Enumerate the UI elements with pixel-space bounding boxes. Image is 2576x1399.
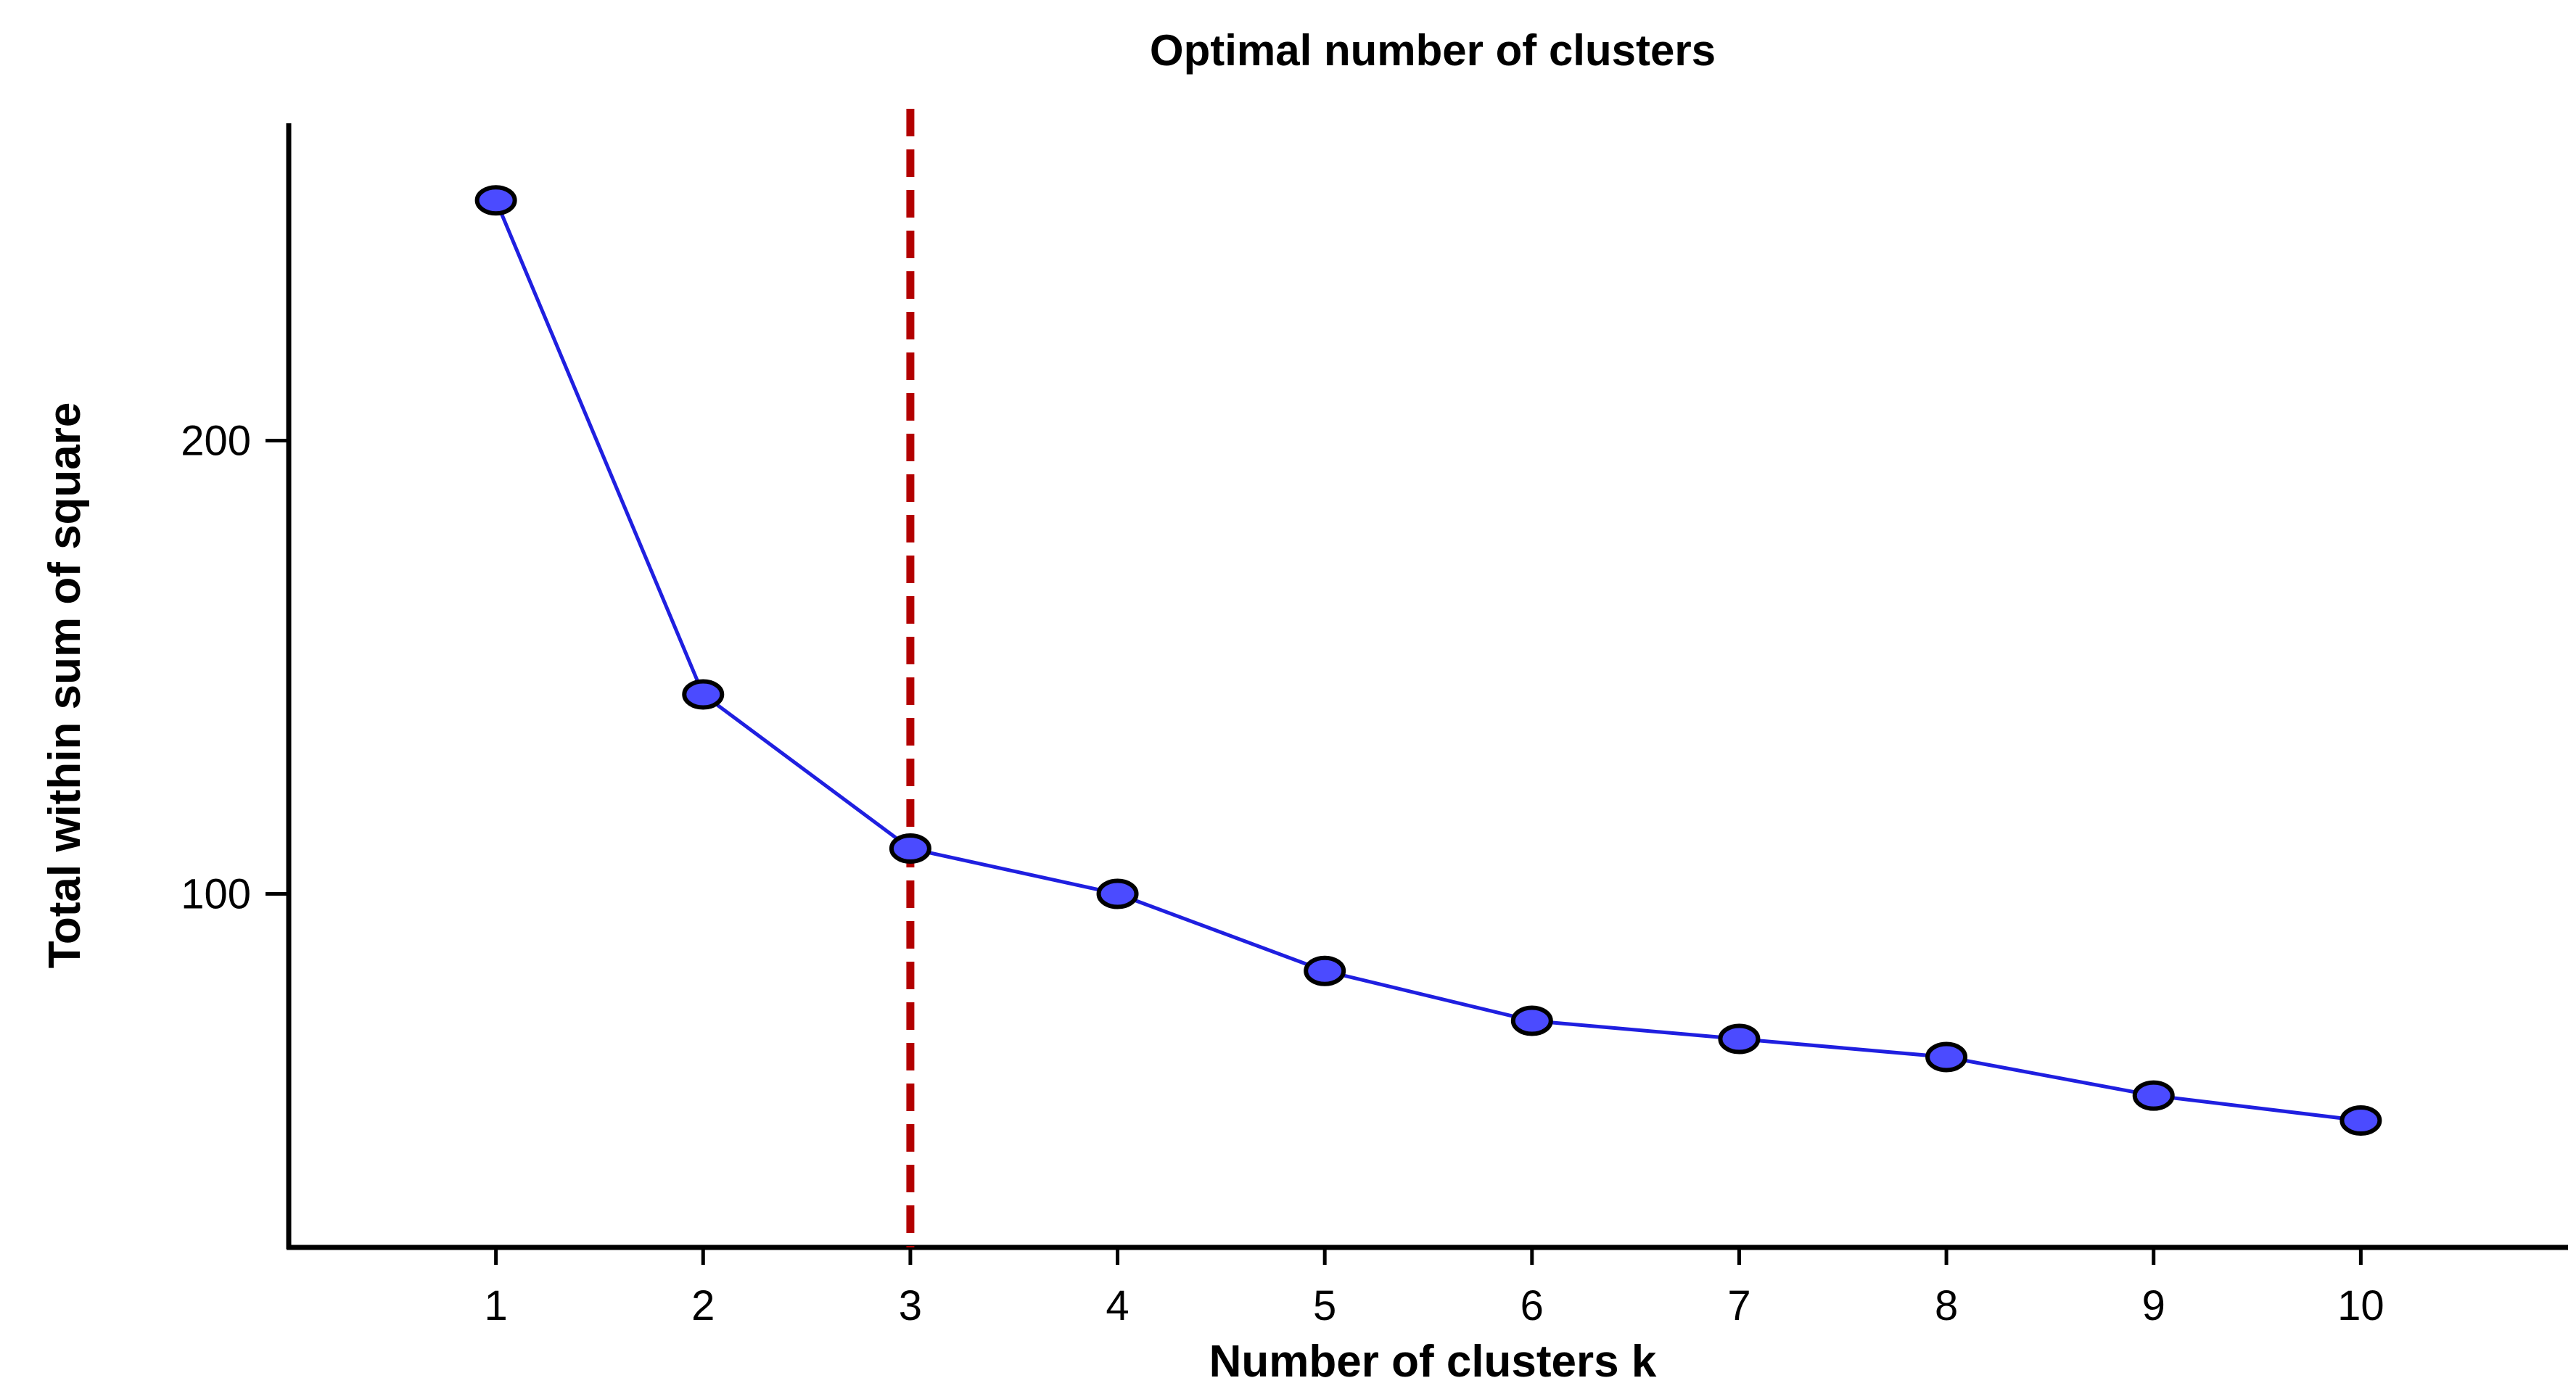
data-point <box>1718 1023 1761 1055</box>
data-point <box>889 833 931 864</box>
x-tick-label: 6 <box>1521 1282 1544 1329</box>
data-point <box>2340 1105 2382 1136</box>
x-axis-label: Number of clusters k <box>1209 1337 1657 1387</box>
y-tick-label: 200 <box>181 418 251 465</box>
series-line <box>494 199 2361 1123</box>
data-point <box>1304 955 1346 986</box>
x-tick-label: 1 <box>485 1282 508 1329</box>
data-point <box>1510 1005 1553 1036</box>
x-tick-label: 8 <box>1935 1282 1958 1329</box>
data-point <box>2132 1080 2175 1111</box>
x-tick-label: 5 <box>1313 1282 1336 1329</box>
x-tick-label: 7 <box>1727 1282 1750 1329</box>
chart-title: Optimal number of clusters <box>1150 26 1716 75</box>
x-tick-label: 3 <box>899 1282 922 1329</box>
plot-area: 1 2 3 4 5 6 7 8 9 10 100 200 <box>181 109 2568 1329</box>
y-tick-label: 100 <box>181 871 251 918</box>
x-tick-label: 9 <box>2142 1282 2165 1329</box>
y-axis-label: Total within sum of square <box>40 403 90 969</box>
data-point <box>682 679 725 710</box>
x-tick-label: 4 <box>1106 1282 1129 1329</box>
x-tick-label: 2 <box>691 1282 715 1329</box>
data-point <box>1096 878 1139 909</box>
data-point <box>1925 1041 1968 1073</box>
x-tick-label: 10 <box>2337 1282 2384 1329</box>
data-point <box>474 185 517 216</box>
